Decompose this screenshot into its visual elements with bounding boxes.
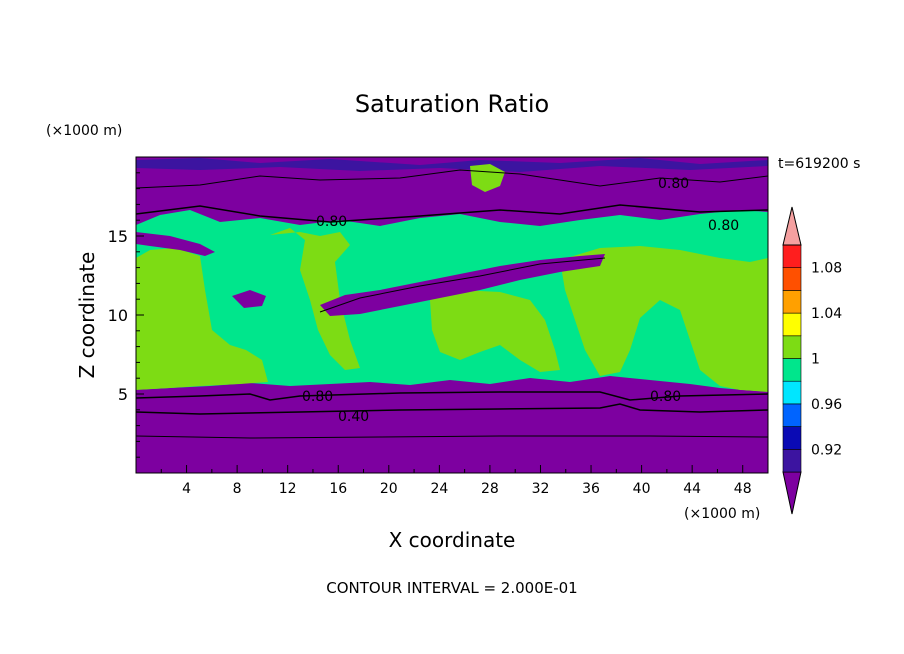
contour-0.80-top xyxy=(136,169,768,189)
chart-title: Saturation Ratio xyxy=(355,90,549,118)
contour-label: 0.80 xyxy=(708,218,739,234)
contour-label: 0.80 xyxy=(650,389,681,405)
y-unit-label: (×1000 m) xyxy=(46,123,122,139)
y-axis-ticks: 5 10 15 xyxy=(108,172,144,458)
colorbar: 0.92 0.96 1 1.04 1.08 xyxy=(782,206,842,515)
field-region-1-mid xyxy=(430,290,560,372)
colorbar-box xyxy=(782,426,802,450)
colorbar-upper-arrow xyxy=(782,206,802,246)
plot-area xyxy=(136,157,768,473)
colorbar-tick-label: 1.08 xyxy=(811,261,842,277)
field-region-1-left xyxy=(136,248,268,390)
contour-label: 0.80 xyxy=(658,176,689,192)
field-region-1-right xyxy=(560,246,768,392)
field-region-lower xyxy=(136,382,768,473)
x-tick-label: 12 xyxy=(279,481,297,497)
contour-0.40-lower xyxy=(136,403,768,415)
colorbar-box xyxy=(782,448,802,473)
contour-label: 0.40 xyxy=(338,409,369,425)
x-tick-label: 40 xyxy=(633,481,651,497)
colorbar-tick-label: 1 xyxy=(811,352,820,368)
colorbar-box xyxy=(782,290,802,314)
x-unit-label: (×1000 m) xyxy=(684,506,760,522)
x-tick-label: 20 xyxy=(380,481,398,497)
contour-interval-footer: CONTOUR INTERVAL = 2.000E-01 xyxy=(326,579,577,597)
x-tick-label: 28 xyxy=(481,481,499,497)
contour-label: 0.80 xyxy=(316,214,347,230)
colorbar-box xyxy=(782,335,802,359)
colorbar-tick-label: 0.92 xyxy=(811,442,842,458)
colorbar-lower-arrow xyxy=(782,471,802,515)
x-tick-label: 44 xyxy=(683,481,701,497)
x-tick-label: 8 xyxy=(233,481,242,497)
field-region-1-center xyxy=(270,228,360,370)
time-label: t=619200 s xyxy=(778,156,860,172)
contour-labels: 0.80 0.80 0.80 0.80 0.80 0.40 xyxy=(302,176,739,425)
colorbar-box xyxy=(782,403,802,427)
x-tick-label: 32 xyxy=(532,481,550,497)
field-region-dry-patch-left xyxy=(232,290,266,308)
x-tick-label: 24 xyxy=(430,481,448,497)
field-region-dry-band-upper xyxy=(136,232,215,256)
contour-lowest xyxy=(136,435,768,439)
x-axis-label: X coordinate xyxy=(389,528,516,552)
colorbar-box xyxy=(782,380,802,405)
field-region-dark-top xyxy=(136,158,768,172)
y-axis-label: Z coordinate xyxy=(75,252,99,379)
y-tick-label: 15 xyxy=(108,227,128,246)
x-tick-label: 48 xyxy=(734,481,752,497)
contour-cloud-streak xyxy=(319,257,606,313)
x-tick-label: 36 xyxy=(582,481,600,497)
x-tick-label: 16 xyxy=(329,481,347,497)
y-tick-label: 5 xyxy=(118,385,128,404)
colorbar-box xyxy=(782,358,802,382)
contour-label: 0.80 xyxy=(302,389,333,405)
field-region-dry-streak xyxy=(320,254,605,316)
contour-0.80-lower xyxy=(136,391,768,401)
y-tick-label: 10 xyxy=(108,306,128,325)
colorbar-tick-label: 0.96 xyxy=(811,397,842,413)
colorbar-box xyxy=(782,244,802,269)
colorbar-box xyxy=(782,267,802,291)
x-axis-ticks: 4 8 12 16 20 24 28 32 36 40 44 48 xyxy=(160,465,752,497)
contour-0.80-upper xyxy=(136,204,768,223)
x-tick-label: 4 xyxy=(182,481,191,497)
colorbar-tick-label: 1.04 xyxy=(811,306,842,322)
colorbar-box xyxy=(782,312,802,337)
